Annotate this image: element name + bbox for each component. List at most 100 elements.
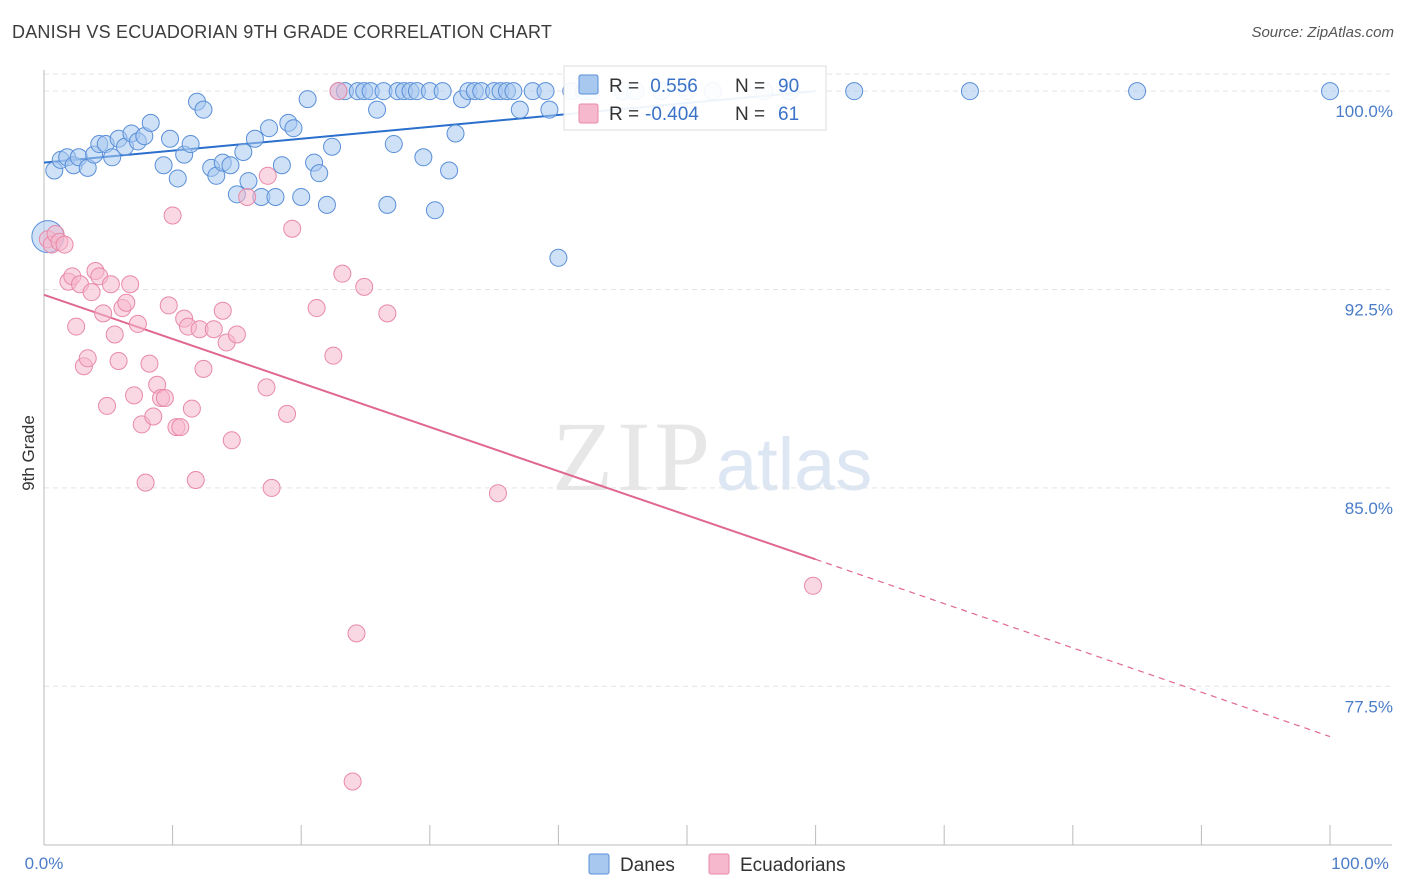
point-danes xyxy=(1128,82,1147,101)
point-ecuadorians xyxy=(307,299,326,318)
point-danes xyxy=(181,135,200,154)
point-ecuadorians xyxy=(227,325,246,344)
point-danes xyxy=(239,172,258,191)
point-danes xyxy=(540,100,559,119)
point-danes xyxy=(504,82,523,101)
point-ecuadorians xyxy=(105,325,124,344)
point-ecuadorians xyxy=(163,206,182,225)
point-danes xyxy=(368,100,387,119)
point-ecuadorians xyxy=(125,386,144,405)
series-legend: Danes Ecuadorians xyxy=(588,853,846,876)
stats-legend-n-label-ecuadorians: N = xyxy=(735,104,765,125)
watermark: ZIP atlas xyxy=(552,401,872,512)
point-danes xyxy=(103,148,122,167)
y-tick-label: 77.5% xyxy=(1345,697,1393,716)
point-danes xyxy=(317,195,336,214)
stats-legend-r-value-ecuadorians: -0.404 xyxy=(645,104,699,125)
point-danes xyxy=(141,113,160,132)
point-danes xyxy=(384,135,403,154)
point-danes xyxy=(266,187,285,206)
stats-legend-n-label-danes: N = xyxy=(735,76,765,97)
point-ecuadorians xyxy=(347,624,366,643)
point-ecuadorians xyxy=(329,82,348,101)
stats-legend-n-value-danes: 90 xyxy=(778,76,799,97)
y-tick-label: 85.0% xyxy=(1345,499,1393,518)
point-ecuadorians xyxy=(117,293,136,312)
point-ecuadorians xyxy=(262,478,281,497)
axis-layer: 100.0% 92.5% 85.0% 77.5% xyxy=(43,70,1393,846)
point-ecuadorians xyxy=(136,473,155,492)
point-danes xyxy=(272,156,291,175)
series-legend-label-danes: Danes xyxy=(620,855,675,876)
x-tick-label-max: 100.0% xyxy=(1331,854,1389,873)
y-axis-title: 9th Grade xyxy=(19,415,38,491)
point-danes xyxy=(221,156,240,175)
watermark-zip: ZIP xyxy=(552,401,714,512)
series-legend-swatch-ecuadorians xyxy=(708,853,730,875)
point-ecuadorians xyxy=(238,187,257,206)
point-danes xyxy=(510,100,529,119)
series-legend-label-ecuadorians: Ecuadorians xyxy=(740,855,846,876)
y-tick-label: 100.0% xyxy=(1335,102,1393,121)
chart-title: DANISH VS ECUADORIAN 9TH GRADE CORRELATI… xyxy=(12,22,553,42)
watermark-atlas: atlas xyxy=(716,423,872,506)
stats-legend-r-value-danes: 0.556 xyxy=(645,76,698,97)
point-danes xyxy=(298,90,317,109)
point-danes xyxy=(168,169,187,188)
point-danes xyxy=(845,82,864,101)
point-ecuadorians xyxy=(258,166,277,185)
point-ecuadorians xyxy=(155,388,174,407)
stats-legend-n-value-ecuadorians: 61 xyxy=(778,104,799,125)
point-ecuadorians xyxy=(128,314,147,333)
point-ecuadorians xyxy=(121,275,140,294)
point-danes xyxy=(323,137,342,156)
stats-legend-swatch-ecuadorians xyxy=(578,103,599,124)
point-danes xyxy=(446,124,465,143)
series-legend-swatch-danes xyxy=(588,853,610,875)
point-ecuadorians xyxy=(343,772,362,791)
stats-legend-swatch-danes xyxy=(578,74,599,95)
point-ecuadorians xyxy=(82,283,101,302)
point-danes xyxy=(1321,82,1339,101)
point-danes xyxy=(161,129,180,148)
point-ecuadorians xyxy=(94,304,113,323)
point-ecuadorians xyxy=(257,378,276,397)
point-ecuadorians xyxy=(204,320,223,339)
point-danes xyxy=(536,82,555,101)
point-ecuadorians xyxy=(324,346,343,365)
point-danes xyxy=(234,142,253,161)
stats-legend-r-label-ecuadorians: R = xyxy=(609,104,639,125)
point-danes xyxy=(284,119,303,138)
point-ecuadorians xyxy=(109,351,128,370)
point-danes xyxy=(378,195,397,214)
point-danes xyxy=(260,119,279,138)
point-ecuadorians xyxy=(222,431,241,450)
point-ecuadorians xyxy=(140,354,159,373)
point-ecuadorians xyxy=(98,396,117,415)
point-danes xyxy=(549,248,568,267)
point-ecuadorians xyxy=(488,484,507,503)
point-danes xyxy=(433,82,452,101)
trend-line-ecuadorians xyxy=(43,293,816,561)
point-danes xyxy=(292,187,311,206)
point-ecuadorians xyxy=(333,264,352,283)
point-ecuadorians xyxy=(55,235,74,254)
point-danes xyxy=(310,164,329,183)
point-danes xyxy=(194,100,213,119)
point-ecuadorians xyxy=(101,275,120,294)
point-ecuadorians xyxy=(378,304,397,323)
point-ecuadorians xyxy=(159,296,178,315)
point-danes xyxy=(414,148,433,167)
point-ecuadorians xyxy=(194,359,213,378)
stats-legend: R = 0.556 N = 90 R = -0.404 N = 61 xyxy=(563,65,827,131)
point-ecuadorians xyxy=(67,317,86,336)
trend-line-dashed-ecuadorians xyxy=(815,558,1331,738)
stats-legend-r-label-danes: R = xyxy=(609,76,639,97)
y-tick-label: 92.5% xyxy=(1345,301,1393,320)
point-ecuadorians xyxy=(213,301,232,320)
point-ecuadorians xyxy=(144,407,163,426)
source-label: Source: ZipAtlas.com xyxy=(1251,24,1394,41)
point-ecuadorians xyxy=(186,470,205,489)
point-ecuadorians xyxy=(182,399,201,418)
